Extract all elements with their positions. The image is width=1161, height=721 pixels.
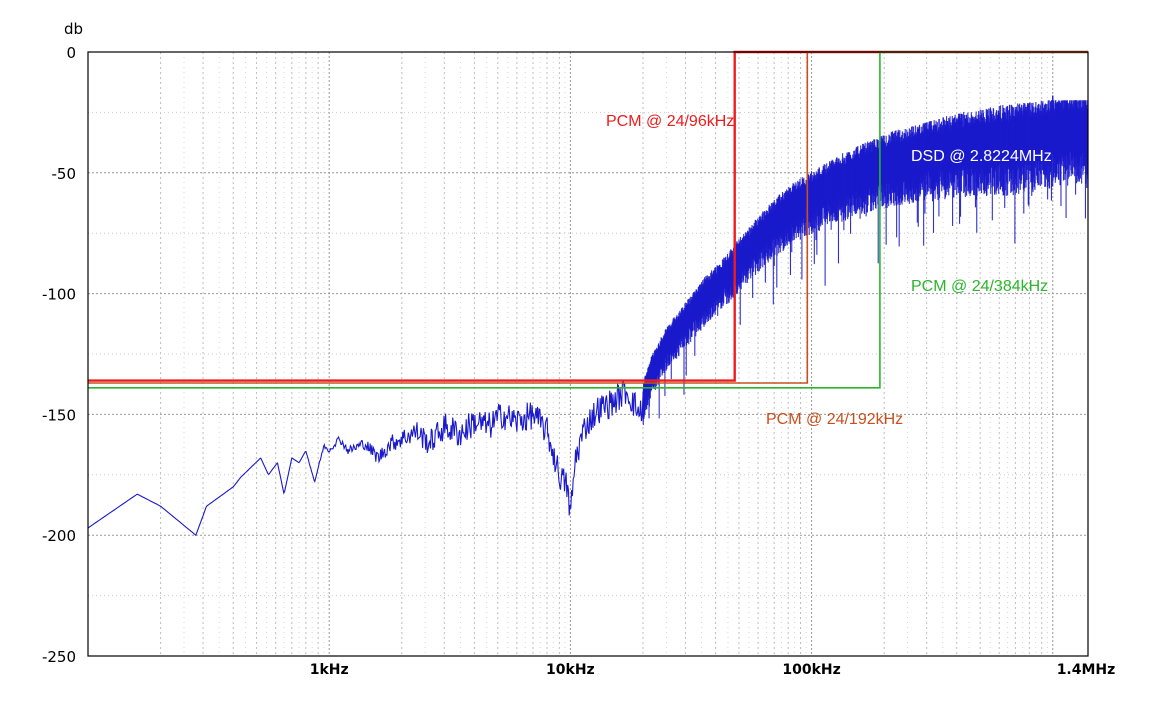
dsd-noise-band: [642, 95, 1089, 425]
y-tick-labels: 0 -50 -100 -150 -200 -250: [42, 44, 76, 666]
series-annotations: PCM @ 24/96kHz DSD @ 2.8224MHz PCM @ 24/38…: [606, 113, 1052, 428]
y-tick-label: -100: [42, 286, 76, 304]
y-tick-label: -150: [42, 406, 76, 424]
x-tick-label: 100kHz: [782, 662, 840, 678]
annotation-label: PCM @ 24/192kHz: [766, 411, 903, 428]
annotation-label: PCM @ 24/384kHz: [911, 278, 1048, 295]
x-tick-label: 10kHz: [546, 662, 595, 678]
x-tick-label: 1kHz: [310, 662, 349, 678]
y-tick-label: -50: [52, 165, 77, 183]
x-tick-label: 1.4MHz: [1057, 662, 1116, 678]
series-line-dsd: [87, 379, 644, 537]
series-layer: [87, 50, 1089, 537]
annotation-label: DSD @ 2.8224MHz: [911, 148, 1052, 165]
y-tick-label: 0: [66, 44, 76, 62]
x-tick-labels: 1kHz 10kHz 100kHz 1.4MHz: [310, 662, 1116, 678]
y-tick-label: -200: [42, 527, 76, 545]
y-axis-label: db: [64, 20, 83, 38]
plot-frame: [87, 51, 1089, 657]
y-tick-label: -250: [42, 648, 76, 666]
annotation-label: PCM @ 24/96kHz: [606, 113, 734, 130]
